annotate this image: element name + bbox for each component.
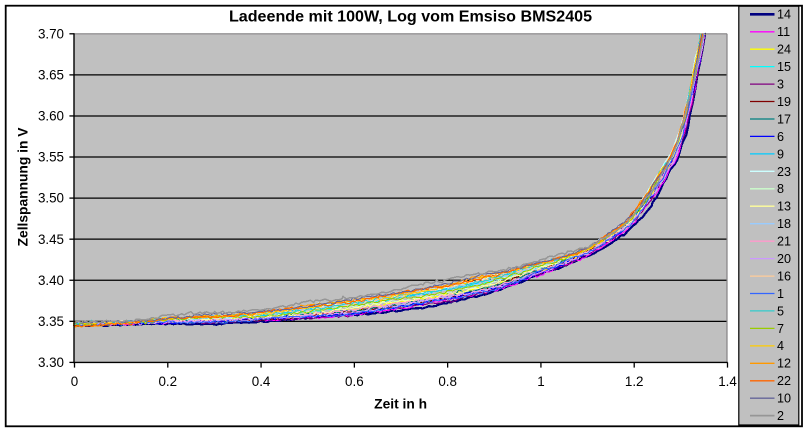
svg-text:10: 10	[777, 392, 791, 406]
svg-text:9: 9	[777, 147, 784, 161]
svg-text:15: 15	[777, 60, 791, 74]
svg-text:20: 20	[777, 252, 791, 266]
svg-text:1: 1	[777, 287, 784, 301]
svg-text:0.8: 0.8	[438, 374, 457, 389]
svg-text:22: 22	[777, 374, 791, 388]
svg-text:3.40: 3.40	[38, 273, 64, 288]
svg-text:Zellspannung in V: Zellspannung in V	[16, 127, 31, 247]
svg-text:Zeit in h: Zeit in h	[374, 397, 427, 412]
svg-text:11: 11	[777, 25, 790, 39]
svg-text:6: 6	[777, 130, 784, 144]
svg-text:3.70: 3.70	[38, 26, 64, 41]
svg-text:14: 14	[777, 8, 791, 22]
svg-text:3: 3	[777, 78, 784, 92]
svg-text:1: 1	[537, 374, 544, 389]
svg-text:3.65: 3.65	[38, 67, 64, 82]
svg-text:3.60: 3.60	[38, 109, 64, 124]
svg-text:3.45: 3.45	[38, 232, 64, 247]
svg-text:5: 5	[777, 304, 784, 318]
svg-text:1.4: 1.4	[718, 374, 737, 389]
svg-text:0: 0	[71, 374, 78, 389]
svg-text:0.2: 0.2	[158, 374, 177, 389]
svg-text:4: 4	[777, 339, 784, 353]
svg-text:3.35: 3.35	[38, 314, 64, 329]
svg-text:1.2: 1.2	[625, 374, 644, 389]
svg-text:21: 21	[777, 235, 791, 249]
svg-text:2: 2	[777, 409, 784, 423]
svg-text:13: 13	[777, 200, 791, 214]
svg-text:7: 7	[777, 322, 784, 336]
svg-text:0.6: 0.6	[345, 374, 364, 389]
svg-text:18: 18	[777, 217, 791, 231]
svg-text:12: 12	[777, 357, 791, 371]
svg-text:0.4: 0.4	[252, 374, 271, 389]
svg-text:3.50: 3.50	[38, 191, 64, 206]
svg-text:17: 17	[777, 112, 791, 126]
svg-text:23: 23	[777, 165, 791, 179]
svg-text:3.30: 3.30	[38, 355, 64, 370]
svg-text:3.55: 3.55	[38, 150, 64, 165]
svg-text:Ladeende mit 100W, Log vom Ems: Ladeende mit 100W, Log vom Emsiso BMS240…	[229, 8, 592, 26]
svg-text:19: 19	[777, 95, 791, 109]
svg-text:16: 16	[777, 269, 791, 283]
svg-text:8: 8	[777, 182, 784, 196]
svg-text:24: 24	[777, 43, 791, 57]
